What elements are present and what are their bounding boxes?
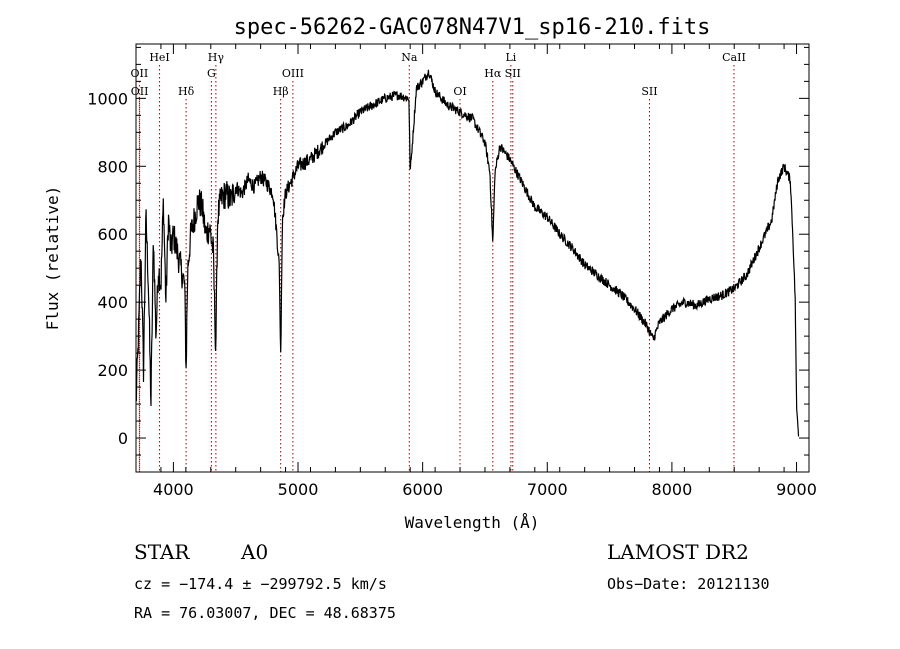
line-marker-label: OI [453,85,466,98]
line-marker-label: Li [505,51,516,64]
y-tick-label: 1000 [87,89,128,108]
line-marker-label: CaII [722,51,746,64]
y-tick-label: 0 [118,429,128,448]
x-tick-label: 8000 [652,480,693,499]
line-marker-label: Hβ [273,85,289,98]
coordinates: RA = 76.03007, DEC = 48.68375 [134,604,396,622]
line-marker-label: G [207,67,216,80]
line-marker-label: OII [131,85,149,98]
y-tick-label: 800 [97,157,128,176]
object-type: STAR [134,540,190,564]
object-subclass: A0 [241,540,269,564]
x-tick-label: 4000 [153,480,194,499]
x-axis-label: Wavelength (Å) [405,513,540,532]
y-tick-label: 600 [97,225,128,244]
plot-frame [135,43,810,473]
line-marker-label: SII [505,67,521,80]
line-marker-label: SII [641,85,657,98]
spectrum-layer [135,69,800,437]
redshift-text: cz = −174.4 ± −299792.5 km/s [134,575,387,593]
line-marker-label: Hγ [208,51,225,64]
line-marker-label: Hα [484,67,502,80]
line-marker-label: OII [131,67,149,80]
spectrum-series-line [135,69,800,437]
x-tick-label: 7000 [527,480,568,499]
survey-name: LAMOST DR2 [607,540,749,564]
x-tick-label: 6000 [402,480,443,499]
line-marker-label: Hδ [178,85,195,98]
axis-ticks: 4000 5000 6000 7000 8000 9000 0 200 400 600 800 100… [87,44,817,499]
line-marker-label: Na [401,51,418,64]
chart-title: spec-56262-GAC078N47V1_sp16-210.fits [234,15,711,40]
obs-date: Obs−Date: 20121130 [607,575,770,593]
line-marker-label: OIII [282,67,304,80]
y-tick-label: 400 [97,293,128,312]
x-tick-label: 9000 [776,480,817,499]
y-tick-label: 200 [97,361,128,380]
line-marker-label: HeI [149,51,169,64]
x-tick-label: 5000 [278,480,319,499]
y-axis-label: Flux (relative) [43,186,62,331]
